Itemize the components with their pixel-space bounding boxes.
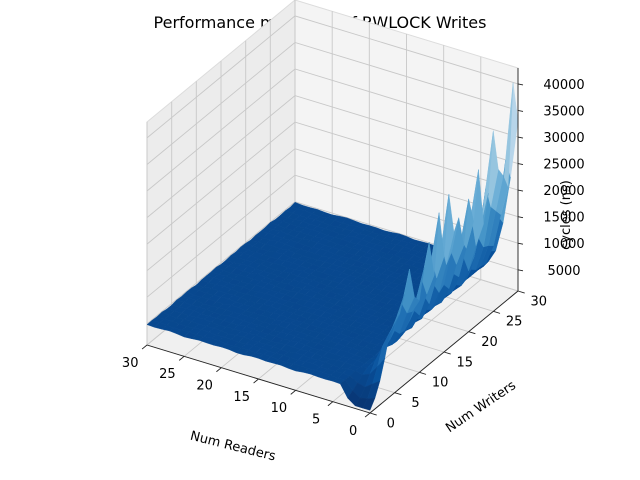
- x-tick-label: 25: [159, 367, 176, 382]
- surface-patch: [362, 398, 376, 411]
- z-tick-label: 20000: [543, 184, 584, 199]
- z-tick-label: 40000: [543, 78, 584, 93]
- grid-line-cycles: [146, 148, 519, 272]
- y-tick-label: 15: [457, 355, 474, 370]
- grid-line-cycles: [146, 15, 519, 139]
- tick-labels: 0 5 10 15 20 25 30 0 5 10 15 20 25 30 5000 10000 15000 20…: [122, 78, 585, 439]
- x-axis-label: Num Readers: [189, 429, 278, 465]
- y-tick-mark: [493, 310, 501, 314]
- x-tick-label: 10: [271, 401, 288, 416]
- y-tick-mark: [369, 412, 377, 416]
- x-tick-label: 15: [233, 390, 250, 405]
- x-tick-mark: [253, 378, 259, 384]
- y-tick-mark: [517, 290, 525, 294]
- z-tick-label: 10000: [543, 237, 584, 252]
- z-axis-label: cycles (ns): [559, 180, 574, 250]
- z-tick-mark: [517, 110, 524, 112]
- x-tick-mark: [327, 401, 334, 407]
- grid-line-cycles: [146, 95, 519, 218]
- surface-mesh: [146, 82, 519, 411]
- x-tick-label: 30: [122, 356, 139, 371]
- y-tick-mark: [394, 392, 402, 396]
- z-tick-mark: [517, 163, 524, 166]
- x-tick-mark: [364, 412, 371, 418]
- z-tick-mark: [517, 269, 524, 272]
- y-tick-mark: [468, 331, 476, 335]
- z-tick-mark: [517, 136, 524, 139]
- x-tick-mark: [216, 367, 222, 373]
- x-tick-label: 5: [312, 413, 320, 428]
- y-tick-label: 10: [432, 376, 449, 391]
- z-tick-label: 15000: [543, 211, 584, 226]
- y-tick-mark: [443, 351, 451, 355]
- z-tick-mark: [517, 216, 524, 219]
- grid-line-cycles: [146, 41, 519, 165]
- y-axis-label: Num Writers: [443, 378, 519, 436]
- x-tick-label: 0: [349, 424, 357, 439]
- x-tick-mark: [141, 344, 148, 350]
- grid-line-cycles: [146, 68, 519, 192]
- z-tick-mark: [517, 189, 524, 192]
- y-tick-label: 30: [531, 294, 548, 309]
- y-tick-label: 25: [506, 315, 523, 330]
- y-tick-label: 0: [387, 416, 395, 431]
- z-tick-label: 30000: [543, 131, 584, 146]
- z-tick-label: 25000: [543, 158, 584, 173]
- y-tick-label: 5: [411, 396, 419, 411]
- z-tick-mark: [517, 83, 524, 86]
- x-tick-mark: [290, 389, 296, 395]
- grid-line-cycles: [146, 121, 519, 245]
- grid-line-cycles: [146, 174, 519, 298]
- z-tick-label: 35000: [543, 105, 584, 120]
- x-tick-label: 20: [196, 379, 213, 394]
- x-tick-mark: [178, 355, 185, 361]
- z-tick-label: 5000: [547, 264, 580, 279]
- z-tick-mark: [517, 242, 524, 245]
- y-tick-label: 20: [481, 335, 498, 350]
- y-tick-mark: [419, 371, 427, 375]
